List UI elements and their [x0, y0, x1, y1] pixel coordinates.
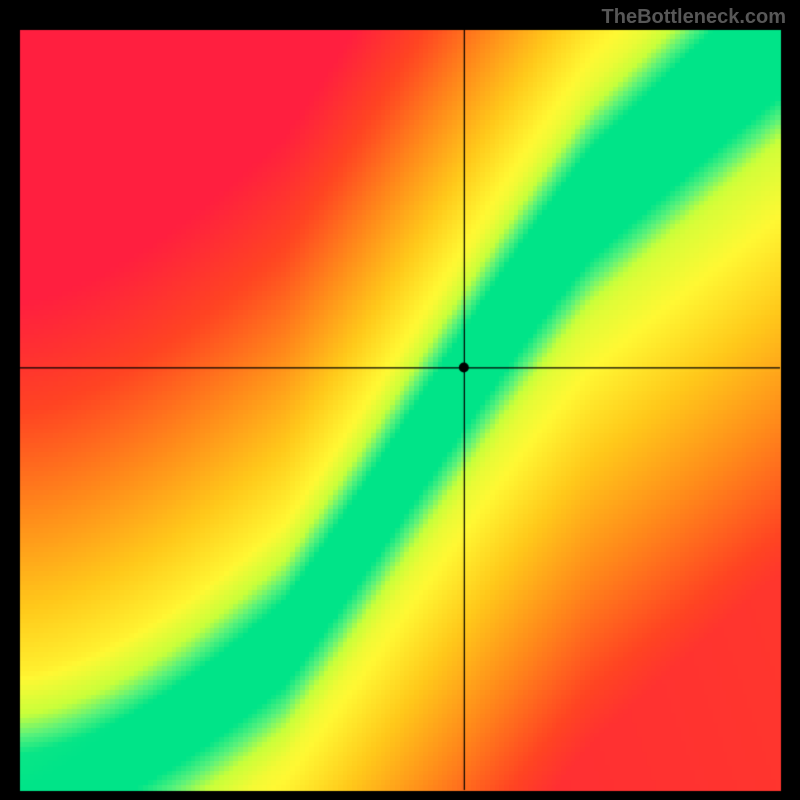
- heatmap-canvas: [0, 0, 800, 800]
- chart-container: TheBottleneck.com: [0, 0, 800, 800]
